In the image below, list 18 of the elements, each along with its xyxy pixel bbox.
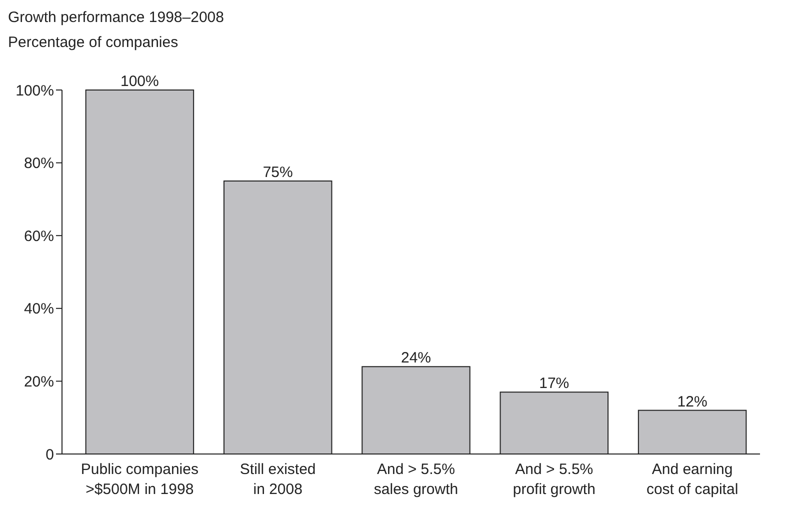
y-tick-label: 80% <box>24 155 54 172</box>
data-label: 12% <box>677 393 708 410</box>
y-tick-label: 0 <box>46 446 54 464</box>
data-label: 24% <box>400 350 432 367</box>
y-tick-label: 40% <box>24 300 54 318</box>
chart-subtitle: Percentage of companies <box>8 34 178 51</box>
x-tick-label: And earning cost of capital <box>646 461 738 498</box>
y-tick-label: 100% <box>16 82 54 100</box>
chart-title: Growth performance 1998–2008 <box>8 9 224 26</box>
x-tick-label: Public companies >$500M in 1998 <box>80 461 198 498</box>
data-label: 75% <box>262 164 293 181</box>
data-label: 100% <box>120 73 159 90</box>
x-tick-label: And > 5.5% sales growth <box>374 461 458 498</box>
data-label: 17% <box>539 375 570 392</box>
x-tick-label: And > 5.5% profit growth <box>512 461 596 498</box>
y-tick-label: 20% <box>24 373 54 390</box>
x-tick-label: Still existed in 2008 <box>240 461 316 498</box>
y-tick-label: 60% <box>24 228 54 245</box>
